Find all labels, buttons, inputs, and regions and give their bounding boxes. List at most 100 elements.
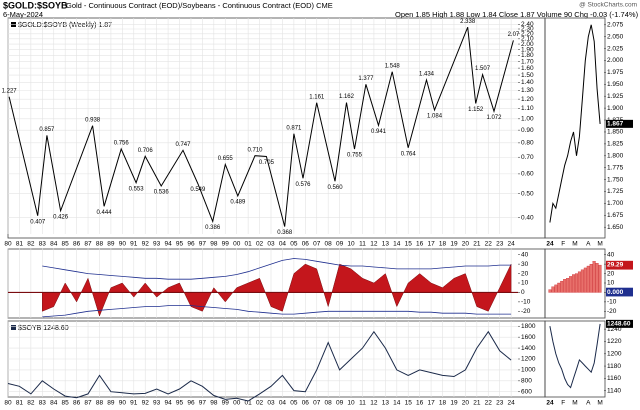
- pivot-label: 1.161: [309, 94, 325, 100]
- x-tick-label: 01: [245, 241, 253, 248]
- x-tick-label: 23: [496, 400, 504, 407]
- x-tick-label: 89: [107, 241, 115, 248]
- y-tick-label: 1200: [521, 356, 536, 363]
- y-tick-label: 1180: [607, 363, 621, 370]
- y-tick-label: 1.800: [607, 152, 624, 159]
- bar: [586, 265, 590, 293]
- pivot-label: 0.941: [371, 129, 387, 135]
- y-tick-label: 1.725: [607, 188, 624, 195]
- pivot-label: 0.549: [190, 187, 206, 193]
- y-tick-label: 2.20: [521, 31, 534, 38]
- pivot-label: 2.338: [460, 19, 476, 25]
- pivot-label: 2.07: [508, 32, 520, 38]
- quote: Open 1.85 High 1.88 Low 1.84 Close 1.87 …: [395, 10, 639, 19]
- description: Gold - Continuous Contract (EOD)/Soybean…: [66, 1, 333, 10]
- y-tick-label: 1.10: [521, 105, 534, 112]
- y-tick-label: 0.70: [521, 154, 534, 161]
- y-tick-label: 10: [607, 280, 615, 287]
- x-tick-label: 93: [153, 400, 161, 407]
- x-tick-label: 19: [450, 400, 458, 407]
- x-tick-label: 10: [347, 241, 355, 248]
- x-tick-label: 83: [39, 400, 47, 407]
- x-tick-label: 02: [256, 400, 264, 407]
- y-tick-label: 1.30: [521, 87, 534, 94]
- indicator-zoom-frame: [544, 248, 606, 319]
- x-tick-label: 13: [382, 241, 390, 248]
- x-tick-label: 97: [199, 400, 207, 407]
- y-tick-label: 20: [607, 270, 615, 277]
- y-tick-label: 1.00: [521, 116, 534, 123]
- x-tick-label: 86: [73, 400, 81, 407]
- x-tick-label: 11: [359, 400, 366, 407]
- bar: [580, 269, 584, 293]
- pivot-label: 0.536: [154, 190, 170, 196]
- x-tick-label: 98: [210, 241, 218, 248]
- price-line: [549, 24, 601, 223]
- y-tick-label: 1.950: [607, 81, 624, 88]
- pivot-label: 0.756: [114, 141, 130, 147]
- pivot-label: 0.938: [85, 117, 101, 123]
- x-tick-label: M: [597, 241, 602, 248]
- y-tick-label: 1.925: [607, 93, 624, 100]
- y-tick-label: 0.60: [521, 171, 534, 178]
- y-tick-label: 2.025: [607, 45, 624, 52]
- x-tick-label: 95: [176, 400, 184, 407]
- y-tick-label: 1.20: [521, 96, 534, 103]
- price-line: [7, 330, 512, 402]
- y-tick-label: 1.40: [521, 79, 534, 86]
- pivot-label: 0.710: [247, 147, 263, 153]
- x-tick-label: A: [586, 400, 591, 407]
- x-tick-label: 95: [176, 241, 184, 248]
- x-tick-label: 24: [508, 241, 516, 248]
- x-tick-label: 84: [50, 400, 58, 407]
- price-line: [8, 27, 514, 227]
- x-tick-label: 03: [267, 400, 275, 407]
- x-tick-label: 85: [62, 241, 70, 248]
- x-tick-label: 18: [439, 400, 447, 407]
- x-tick-label: 91: [130, 241, 138, 248]
- y-tick-label: -20: [607, 308, 617, 315]
- pivot-label: 0.755: [347, 153, 363, 159]
- x-tick-label: 08: [325, 241, 333, 248]
- pivot-label: 1.072: [486, 115, 502, 121]
- value-flag: [606, 319, 633, 328]
- bar: [554, 284, 558, 293]
- y-tick-label: 1.675: [607, 212, 624, 219]
- pivot-label: 1.162: [339, 94, 355, 100]
- y-tick-label: 1200: [607, 350, 622, 357]
- y-tick-label: 2.40: [521, 21, 534, 28]
- value-flag: [606, 119, 633, 128]
- x-tick-label: 87: [84, 400, 92, 407]
- y-tick-label: 1220: [607, 338, 622, 345]
- x-tick-label: 84: [50, 241, 58, 248]
- x-tick-label: 82: [27, 241, 35, 248]
- symbol: $GOLD:$SOYB: [3, 0, 68, 10]
- x-tick-label: 99: [222, 241, 230, 248]
- bar: [569, 276, 573, 293]
- x-tick-label: 85: [62, 400, 70, 407]
- x-tick-label: 11: [359, 241, 366, 248]
- x-tick-label: 93: [153, 241, 161, 248]
- pivot-label: 0.655: [218, 156, 234, 162]
- x-tick-label: 15: [405, 241, 413, 248]
- x-tick-label: 16: [416, 241, 424, 248]
- soyb-title: $SOYB 1248.60: [18, 325, 69, 332]
- x-tick-label: 06: [302, 241, 310, 248]
- y-tick-label: -10: [607, 299, 617, 306]
- price-line: [549, 323, 601, 389]
- y-tick-label: 10: [521, 280, 529, 287]
- x-tick-label: 08: [325, 400, 333, 407]
- pivot-label: 0.368: [277, 230, 293, 236]
- x-tick-label: 19: [450, 241, 458, 248]
- x-tick-label: M: [572, 400, 577, 407]
- y-tick-label: 1.825: [607, 141, 624, 148]
- pivot-label: 0.386: [205, 225, 221, 231]
- pivot-label: 0.705: [259, 160, 275, 166]
- pivot-label: 0.407: [30, 219, 46, 225]
- x-tick-label: 80: [4, 241, 12, 248]
- histogram-area: [42, 263, 512, 317]
- x-tick-label: 83: [39, 241, 47, 248]
- x-tick-label: 12: [370, 400, 378, 407]
- zoom-frame: [544, 17, 606, 239]
- value-flag-label: 1248.60: [607, 321, 631, 328]
